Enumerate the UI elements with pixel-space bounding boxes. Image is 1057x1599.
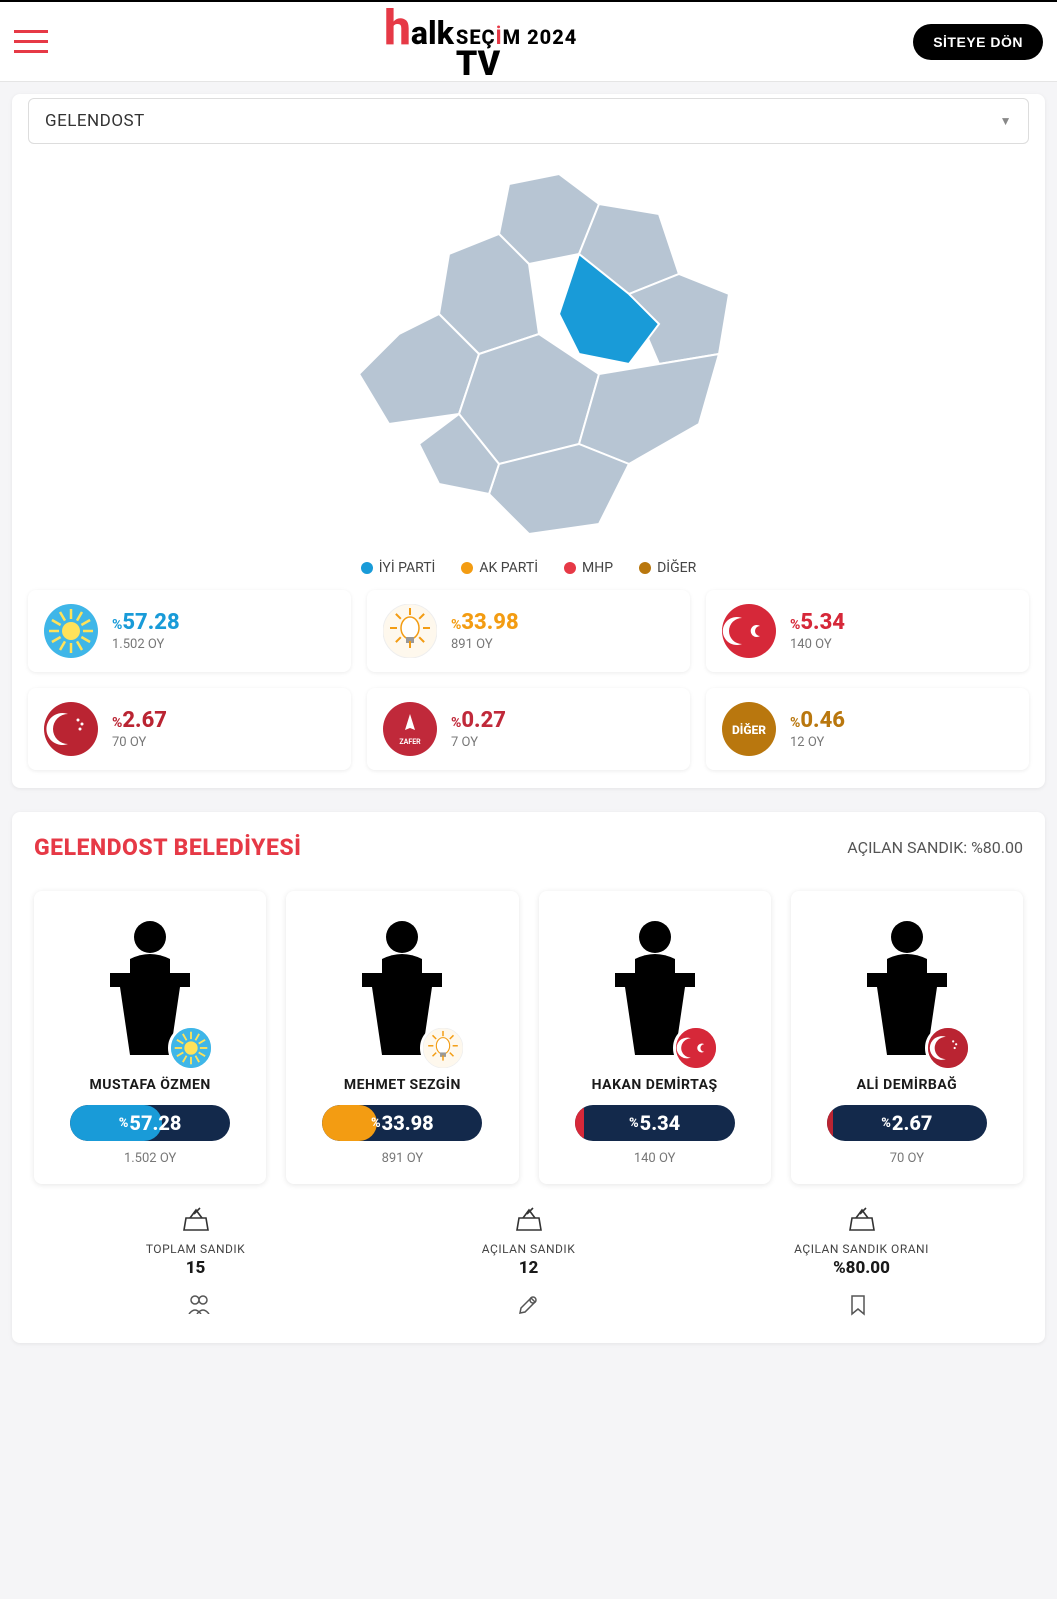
candidate-name: HAKAN DEMİRTAŞ [553,1077,757,1093]
stat-value: 15 [34,1258,357,1278]
party-logo-icon: ZAFER [383,702,437,756]
party-grid: %57.28 1.502 OY %33.98 891 OY %5.34 140 … [12,590,1045,770]
logo-alk: alk [411,17,454,49]
party-logo-icon: DİĞER [722,702,776,756]
candidate-pct-bar: %57.28 [70,1105,230,1141]
legend-item: AK PARTİ [461,560,538,576]
party-votes: 12 OY [790,735,845,750]
candidate-votes: 140 OY [553,1151,757,1166]
logo-tv: TV [456,49,577,80]
party-card[interactable]: %33.98 891 OY [367,590,690,672]
stats-row: TOPLAM SANDIK 15 AÇILAN SANDIK 12 AÇILAN… [34,1206,1023,1278]
footer-icon [364,1294,694,1321]
district-select[interactable]: GELENDOST ▼ [28,98,1029,144]
candidate-card[interactable]: MUSTAFA ÖZMEN %57.28 1.502 OY [34,891,266,1184]
legend-item: MHP [564,560,613,576]
party-logo-icon [44,604,98,658]
candidate-votes: 1.502 OY [48,1151,252,1166]
candidate-name: MUSTAFA ÖZMEN [48,1077,252,1093]
party-card[interactable]: %5.34 140 OY [706,590,1029,672]
stat-value: 12 [367,1258,690,1278]
candidate-pct-bar: %2.67 [827,1105,987,1141]
candidate-party-badge [420,1025,466,1071]
party-logo-icon [722,604,776,658]
chevron-down-icon: ▼ [1000,114,1012,128]
site-logo[interactable]: h alk SEÇİM 2024 TV [384,4,577,80]
party-percentage: %57.28 [112,610,180,635]
stat-value: %80.00 [700,1258,1023,1278]
ballot-box-icon [700,1206,1023,1238]
party-logo-icon [383,604,437,658]
ballot-box-icon [34,1206,357,1238]
party-card[interactable]: ZAFER %0.27 7 OY [367,688,690,770]
menu-icon[interactable] [14,30,48,53]
party-percentage: %5.34 [790,610,845,635]
svg-text:ZAFER: ZAFER [399,738,421,746]
candidate-grid: MUSTAFA ÖZMEN %57.28 1.502 OY MEHMET SEZ… [34,891,1023,1184]
district-map[interactable] [12,144,1045,554]
svg-text:DİĞER: DİĞER [732,722,766,737]
legend-item: DİĞER [639,560,696,576]
candidate-party-badge [925,1025,971,1071]
topbar: h alk SEÇİM 2024 TV SİTEYE DÖN [0,0,1057,82]
municipality-section: GELENDOST BELEDİYESİ AÇILAN SANDIK: %80.… [12,812,1045,1343]
candidate-party-badge [168,1025,214,1071]
party-votes: 891 OY [451,637,519,652]
candidate-podium-icon [80,915,220,1065]
stat-label: TOPLAM SANDIK [34,1242,357,1256]
ballot-box-icon [367,1206,690,1238]
party-percentage: %0.27 [451,708,506,733]
candidate-name: ALİ DEMİRBAĞ [805,1077,1009,1093]
candidate-card[interactable]: HAKAN DEMİRTAŞ %5.34 140 OY [539,891,771,1184]
return-button[interactable]: SİTEYE DÖN [913,24,1043,60]
candidate-pct-bar: %33.98 [322,1105,482,1141]
section-title: GELENDOST BELEDİYESİ [34,834,302,861]
party-card[interactable]: %2.67 70 OY [28,688,351,770]
candidate-podium-icon [837,915,977,1065]
candidate-podium-icon [332,915,472,1065]
party-votes: 1.502 OY [112,637,180,652]
party-logo-icon [44,702,98,756]
candidate-votes: 891 OY [300,1151,504,1166]
party-votes: 70 OY [112,735,167,750]
candidate-podium-icon [585,915,725,1065]
candidate-card[interactable]: MEHMET SEZGİN %33.98 891 OY [286,891,518,1184]
party-percentage: %0.46 [790,708,845,733]
stat-label: AÇILAN SANDIK ORANI [700,1242,1023,1256]
footer-icon [34,1294,364,1321]
party-votes: 7 OY [451,735,506,750]
legend-item: İYİ PARTİ [361,560,436,576]
candidate-name: MEHMET SEZGİN [300,1077,504,1093]
party-card[interactable]: %57.28 1.502 OY [28,590,351,672]
district-select-value: GELENDOST [45,111,145,131]
candidate-pct-bar: %5.34 [575,1105,735,1141]
party-percentage: %33.98 [451,610,519,635]
candidate-party-badge [673,1025,719,1071]
candidate-card[interactable]: ALİ DEMİRBAĞ %2.67 70 OY [791,891,1023,1184]
stat-item: AÇILAN SANDIK ORANI %80.00 [700,1206,1023,1278]
stat-label: AÇILAN SANDIK [367,1242,690,1256]
party-card[interactable]: DİĞER %0.46 12 OY [706,688,1029,770]
footer-icon [693,1294,1023,1321]
stat-item: AÇILAN SANDIK 12 [367,1206,690,1278]
stat-item: TOPLAM SANDIK 15 [34,1206,357,1278]
map-panel: GELENDOST ▼ İYİ PARTİ AK PARTİ MHP DİĞER %5… [12,94,1045,788]
logo-h: h [384,4,411,52]
party-votes: 140 OY [790,637,845,652]
icon-row [34,1294,1023,1321]
party-percentage: %2.67 [112,708,167,733]
map-legend: İYİ PARTİ AK PARTİ MHP DİĞER [12,554,1045,590]
candidate-votes: 70 OY [805,1151,1009,1166]
opened-ballots-label: AÇILAN SANDIK: %80.00 [847,838,1023,857]
